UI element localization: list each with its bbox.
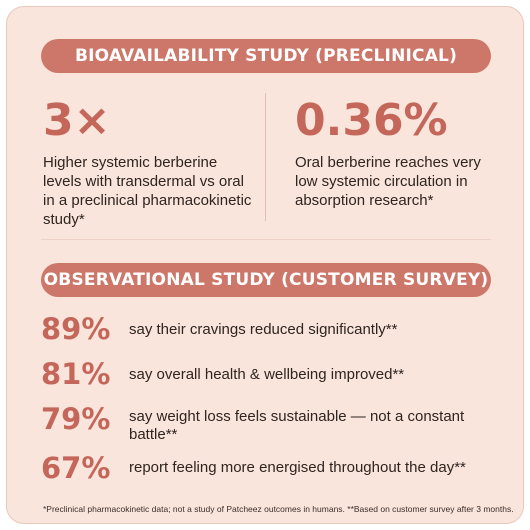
survey-stat-value: 67% <box>41 451 111 485</box>
stat-description-036: Oral berberine reaches very low systemic… <box>295 154 481 209</box>
survey-stat-text: report feeling more energised throughout… <box>129 459 466 476</box>
survey-stat-text: say overall health & wellbeing improved*… <box>129 366 405 383</box>
survey-stat-text: say weight loss feels sustainable — not … <box>129 408 465 443</box>
survey-stat-text: say their cravings reduced significantly… <box>129 321 398 338</box>
survey-stat-value: 81% <box>41 357 111 391</box>
stat-value-3x: 3× <box>43 95 111 146</box>
survey-stat-value: 79% <box>41 402 111 436</box>
preclinical-header: BIOAVAILABILITY STUDY (PRECLINICAL) <box>41 39 491 73</box>
survey-stat-value: 89% <box>41 312 111 346</box>
stat-description-3x: Higher systemic berberine levels with tr… <box>43 154 252 228</box>
stat-value-036: 0.36% <box>295 95 448 146</box>
stats-card: BIOAVAILABILITY STUDY (PRECLINICAL) 3× H… <box>6 6 524 524</box>
horizontal-divider <box>41 239 491 240</box>
vertical-divider <box>265 93 266 221</box>
observational-header: OBSERVATIONAL STUDY (CUSTOMER SURVEY) <box>41 263 491 297</box>
footnote: *Preclinical pharmacokinetic data; not a… <box>43 504 514 514</box>
